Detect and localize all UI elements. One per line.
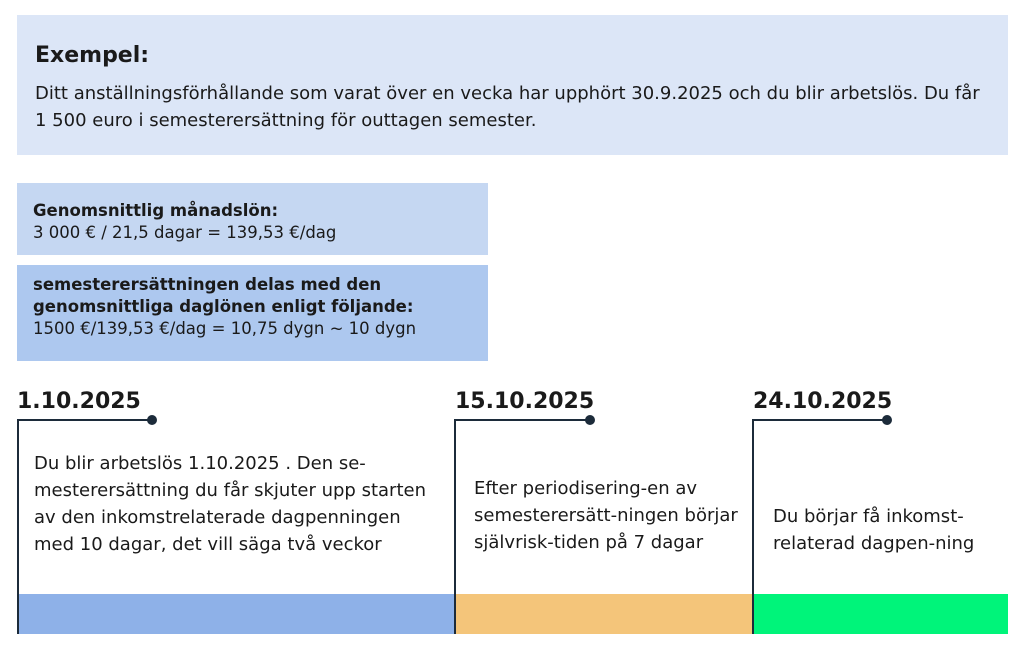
timeline-line (752, 419, 887, 421)
holiday-pay-division-formula: 1500 €/139,53 €/dag = 10,75 dygn ~ 10 dy… (33, 319, 417, 338)
timeline-line (752, 419, 754, 634)
example-title: Exempel: (35, 43, 150, 68)
timeline-date-3: 24.10.2025 (753, 389, 893, 414)
holiday-pay-division-label: semesterersättningen delas med den genom… (33, 275, 414, 316)
timeline-line (454, 419, 456, 634)
timeline-bar-3 (754, 594, 1008, 634)
monthly-salary-label: Genomsnittlig månadslön: (33, 201, 279, 220)
timeline-text-2: Efter periodisering-en av semesterersätt… (474, 478, 738, 553)
timeline-dot (882, 415, 892, 425)
timeline-dot (147, 415, 157, 425)
holiday-pay-division-box: semesterersättningen delas med den genom… (17, 265, 488, 361)
timeline-line (17, 419, 152, 421)
timeline-text-3: Du börjar få inkomst-relaterad dagpen-ni… (773, 506, 975, 554)
monthly-salary-box: Genomsnittlig månadslön: 3 000 € / 21,5 … (17, 183, 488, 255)
timeline-dot (585, 415, 595, 425)
example-box: Exempel: Ditt anställningsförhållande so… (17, 15, 1008, 155)
timeline-date-1: 1.10.2025 (17, 389, 141, 414)
example-text: Ditt anställningsförhållande som varat ö… (35, 83, 980, 131)
timeline-line (454, 419, 590, 421)
timeline-text-1: Du blir arbetslös 1.10.2025 . Den se-mes… (34, 453, 426, 555)
monthly-salary-formula: 3 000 € / 21,5 dagar = 139,53 €/dag (33, 223, 337, 242)
timeline-date-2: 15.10.2025 (455, 389, 595, 414)
timeline-bar-1 (19, 594, 455, 634)
timeline-bar-2 (456, 594, 753, 634)
timeline-line (17, 419, 19, 634)
